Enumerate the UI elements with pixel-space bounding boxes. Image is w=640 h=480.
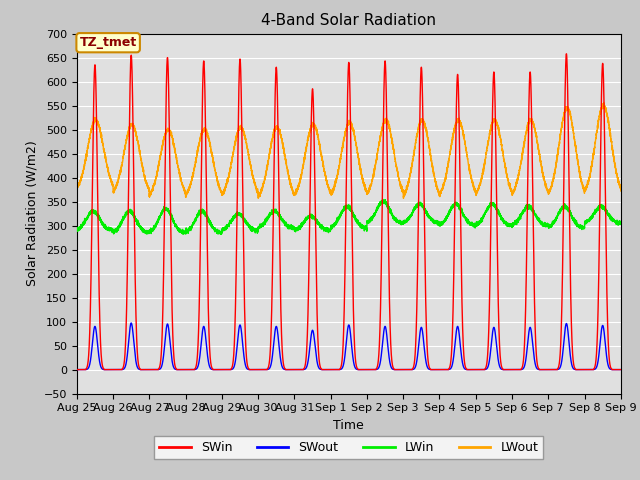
SWin [594,311,602,317]
SWout [258,367,266,372]
SWin [73,367,81,372]
LWout [486,131,493,137]
LWin [330,223,338,229]
LWin [217,231,225,237]
SWin [486,286,493,292]
SWin [470,367,478,372]
SWout [588,367,595,372]
Title: 4-Band Solar Radiation: 4-Band Solar Radiation [261,13,436,28]
SWin [330,367,338,372]
LWout [600,100,607,106]
SWin [588,367,595,372]
SWout [127,320,135,326]
SWout [330,367,338,372]
LWout [258,188,266,193]
LWin [594,204,602,210]
LWin [617,219,625,225]
SWin [258,367,266,372]
LWin [486,203,493,209]
SWout [470,367,478,372]
LWin [379,196,387,202]
SWin [617,367,625,372]
LWin [258,223,266,228]
Line: LWout: LWout [77,103,621,198]
LWout [330,185,338,191]
Line: SWin: SWin [77,54,621,370]
LWout [470,187,478,192]
SWin [563,51,570,57]
SWout [73,367,81,372]
LWin [471,222,479,228]
Legend: SWin, SWout, LWin, LWout: SWin, SWout, LWin, LWout [154,436,543,459]
LWout [399,195,407,201]
SWout [486,355,493,360]
LWout [588,165,595,171]
LWout [594,122,602,128]
LWout [73,184,81,190]
Y-axis label: Solar Radiation (W/m2): Solar Radiation (W/m2) [25,141,38,287]
X-axis label: Time: Time [333,419,364,432]
Line: SWout: SWout [77,323,621,370]
Text: TZ_tmet: TZ_tmet [79,36,137,49]
SWout [617,367,625,372]
LWin [73,227,81,233]
LWout [617,188,625,194]
LWin [588,216,595,221]
Line: LWin: LWin [77,199,621,234]
SWout [594,359,602,364]
